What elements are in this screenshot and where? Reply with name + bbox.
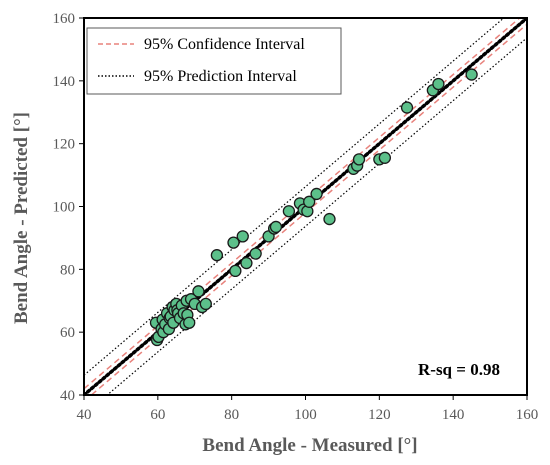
legend: 95% Confidence Interval 95% Prediction I… [86,27,342,95]
data-points [149,68,478,347]
data-point-28 [199,297,212,311]
legend-confidence-label: 95% Confidence Interval [144,36,305,53]
x-tick-label-5: 140 [442,407,465,423]
legend-prediction-label: 95% Prediction Interval [144,68,297,85]
prediction-lower-line [106,37,527,395]
prediction-upper-line [84,18,505,376]
data-point-30 [227,236,240,249]
x-tick-label-3: 100 [294,407,317,423]
data-point-50 [400,101,414,114]
data-point-23 [183,316,196,329]
y-tick-label-2: 80 [60,262,75,278]
y-tick-label-6: 160 [53,11,76,27]
y-axis-label: Bend Angle - Predicted [°] [11,112,32,324]
data-point-37 [269,220,283,234]
data-point-52 [432,77,445,91]
data-point-32 [236,230,249,243]
data-point-42 [303,195,316,208]
r-squared-annotation: R-sq = 0.98 [418,360,500,379]
data-point-38 [282,205,296,218]
y-tick-label-5: 140 [53,74,76,90]
data-point-44 [323,212,336,226]
legend-box [86,27,342,95]
data-point-49 [378,151,392,164]
y-tick-label-3: 100 [53,200,76,216]
x-tick-label-2: 80 [224,407,239,423]
x-tick-label-6: 160 [516,407,539,423]
y-axis-ticks: 40 60 80 100 120 140 160 [53,11,84,404]
data-point-29 [210,249,224,262]
data-point-43 [310,187,323,201]
x-axis-label: Bend Angle - Measured [°] [202,435,417,456]
data-point-33 [240,256,253,270]
x-tick-label-1: 60 [150,407,165,423]
data-point-26 [192,285,205,298]
x-tick-label-0: 40 [77,407,92,423]
data-point-34 [249,247,262,260]
data-point-53 [465,68,478,81]
y-tick-label-4: 120 [53,137,76,153]
y-tick-label-0: 40 [60,388,75,404]
y-tick-label-1: 60 [60,325,75,341]
data-point-47 [352,153,366,166]
x-axis-ticks: 40 60 80 100 120 140 160 [77,395,539,423]
x-tick-label-4: 120 [368,407,391,423]
data-point-31 [229,264,242,278]
